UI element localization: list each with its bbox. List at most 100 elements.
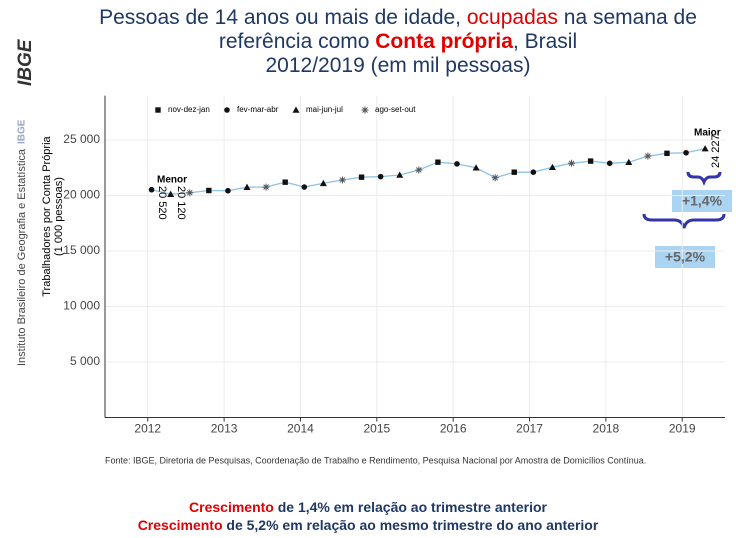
- x-tick-label: 2012: [134, 422, 161, 436]
- legend-item: mai-jun-jul: [292, 105, 343, 114]
- x-tick-label: 2017: [516, 422, 543, 436]
- brace: [686, 171, 722, 187]
- marker: [282, 179, 288, 185]
- marker: [225, 187, 231, 194]
- line-segment: [304, 182, 324, 188]
- annotation: 24 227: [710, 134, 722, 168]
- logo: IBGE: [15, 38, 36, 86]
- logo-small: IBGE: [17, 119, 28, 144]
- title: Pessoas de 14 anos ou mais de idade, ocu…: [60, 6, 736, 78]
- chart: 5 000 10 000 15 000 20 000 25 000 2012 2013 201…: [41, 95, 732, 465]
- line-segment: [666, 152, 687, 154]
- annotation: 20 120: [175, 186, 187, 220]
- line-segment: [533, 166, 553, 173]
- line-segment: [456, 163, 477, 169]
- marker: [701, 145, 709, 152]
- marker: [625, 158, 633, 165]
- title-text: ocupadas: [466, 6, 558, 29]
- line-segment: [494, 171, 515, 179]
- legend-item: fev-mar-abr: [224, 105, 279, 114]
- title-text: na semana de: [557, 6, 697, 29]
- annotation: Menor: [157, 175, 187, 186]
- annotation: +5,2%: [665, 249, 706, 265]
- line-segment: [285, 181, 305, 188]
- y-axis-label: (1 000 pessoas): [53, 177, 65, 256]
- title-line: referência como Conta própria, Brasil: [60, 30, 736, 54]
- marker: [587, 158, 594, 164]
- marker: [243, 183, 251, 190]
- footer: Crescimento de 1,4% em relação ao trimes…: [0, 498, 736, 534]
- footer-line: Crescimento de 5,2% em relação ao mesmo …: [0, 516, 736, 534]
- marker: [358, 174, 365, 180]
- marker: [224, 107, 230, 113]
- title-line: 2012/2019 (em mil pessoas): [265, 54, 531, 77]
- marker: [167, 190, 175, 197]
- legend-label: nov-dez-jan: [168, 105, 210, 114]
- marker: [301, 184, 308, 190]
- line-segment: [609, 161, 629, 164]
- legend-label: mai-jun-jul: [306, 105, 343, 114]
- marker: [454, 161, 460, 167]
- legend-item: ago-set-out: [361, 105, 416, 114]
- title-text: , Brasil: [512, 30, 578, 53]
- marker: [568, 159, 576, 167]
- marker: [377, 173, 384, 180]
- x-tick-label: 2014: [287, 422, 314, 436]
- x-tick-label: 2016: [440, 422, 467, 436]
- line-segment: [437, 161, 458, 165]
- marker: [491, 174, 499, 182]
- marker: [396, 171, 404, 178]
- marker: [148, 186, 155, 193]
- x-tick-label: 2015: [363, 422, 390, 436]
- annotation: 20 520: [156, 186, 168, 220]
- y-tick-label: 5 000: [70, 354, 100, 368]
- marker: [511, 169, 517, 175]
- y-tick-label: 25 000: [63, 132, 100, 146]
- line-segment: [685, 147, 706, 154]
- x-tick-label: 2018: [593, 422, 620, 436]
- line-segment: [552, 162, 572, 168]
- footer-text: de 5,2% em relação ao mesmo trimestre do…: [222, 517, 599, 533]
- marker: [472, 164, 480, 171]
- line-segment: [265, 181, 286, 188]
- footer-text: Crescimento: [189, 499, 274, 515]
- annotation: +1,4%: [682, 193, 723, 209]
- legend-label: fev-mar-abr: [237, 105, 279, 114]
- marker: [664, 150, 670, 157]
- y-axis-label: Trabalhadores por Conta Própria: [41, 135, 53, 296]
- x-tick-label: 2019: [669, 422, 696, 436]
- brace: [642, 213, 726, 229]
- legend-label: ago-set-out: [375, 105, 416, 114]
- source: Fonte: IBGE, Diretoria de Pesquisas, Coo…: [105, 455, 646, 465]
- line-segment: [380, 174, 400, 178]
- line-segment: [399, 169, 419, 176]
- line-segment: [590, 160, 610, 164]
- line-segment: [361, 175, 381, 178]
- title-text: Pessoas de 14 anos ou mais de idade,: [99, 6, 467, 29]
- footer-line: Crescimento de 1,4% em relação ao trimes…: [0, 498, 736, 516]
- marker: [319, 179, 327, 187]
- line-segment: [323, 179, 343, 184]
- marker: [361, 106, 369, 114]
- marker: [186, 189, 194, 197]
- marker: [644, 152, 652, 160]
- marker: [338, 176, 346, 184]
- y-tick-label: 15 000: [63, 243, 100, 257]
- marker: [415, 166, 423, 174]
- line-segment: [628, 155, 649, 163]
- line-segment: [227, 186, 248, 192]
- title-text: referência como: [218, 30, 376, 53]
- institute-name: Instituto Brasileiro de Geografia e Esta…: [16, 148, 28, 366]
- marker: [683, 149, 689, 156]
- marker: [292, 106, 300, 113]
- marker: [435, 159, 441, 165]
- marker: [262, 183, 270, 191]
- y-tick-label: 10 000: [63, 299, 100, 313]
- footer-text: Crescimento: [137, 517, 223, 533]
- legend-item: nov-dez-jan: [155, 105, 210, 114]
- line-segment: [418, 161, 439, 171]
- sidebar: IBGE IBGE Instituto Brasileiro de Geogra…: [15, 38, 36, 366]
- footer-text: de 1,4% em relação ao trimestre anterior: [273, 499, 547, 515]
- marker: [548, 163, 556, 170]
- title-line: Pessoas de 14 anos ou mais de idade, ocu…: [60, 6, 736, 30]
